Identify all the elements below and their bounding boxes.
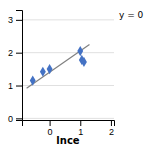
tick-label: 2: [8, 48, 13, 58]
tick-label: 2: [109, 127, 114, 137]
tick-label: 3: [8, 15, 13, 25]
grid-line: [22, 85, 114, 86]
tick: 3: [8, 15, 22, 25]
tick-mark: [16, 20, 22, 21]
chart: 0120123lncey = 0: [0, 0, 150, 150]
axis-line: [16, 11, 23, 121]
grid-line: [22, 52, 114, 53]
tick-label: 1: [8, 81, 13, 91]
y-axis: 0 1 2 3: [8, 11, 23, 124]
plot-area: 0120123: [8, 11, 115, 138]
tick: 2: [109, 120, 114, 137]
tick-mark: [16, 53, 22, 54]
tick-mark: [111, 120, 112, 126]
tick: 2: [8, 48, 22, 58]
trend-line: [27, 44, 90, 88]
axis-line: [23, 121, 115, 127]
point: [47, 64, 53, 74]
grid-line: [22, 118, 114, 119]
tick: 0: [8, 114, 22, 124]
point: [77, 46, 83, 56]
grid: [22, 20, 114, 119]
annotation: y = 0: [119, 10, 144, 20]
x-axis-title: lnce: [56, 135, 79, 146]
tick-label: 0: [48, 127, 53, 137]
marks: [27, 44, 90, 88]
tick-mark: [80, 120, 81, 126]
tick-mark: [16, 118, 22, 119]
tick-mark: [16, 86, 22, 87]
tick: 0: [48, 120, 53, 137]
tick-mark: [50, 120, 51, 126]
grid-line: [22, 19, 114, 20]
tick: 1: [8, 81, 22, 91]
tick-label: 0: [8, 114, 13, 124]
point: [40, 67, 46, 77]
point: [30, 76, 36, 86]
point: [81, 57, 87, 67]
